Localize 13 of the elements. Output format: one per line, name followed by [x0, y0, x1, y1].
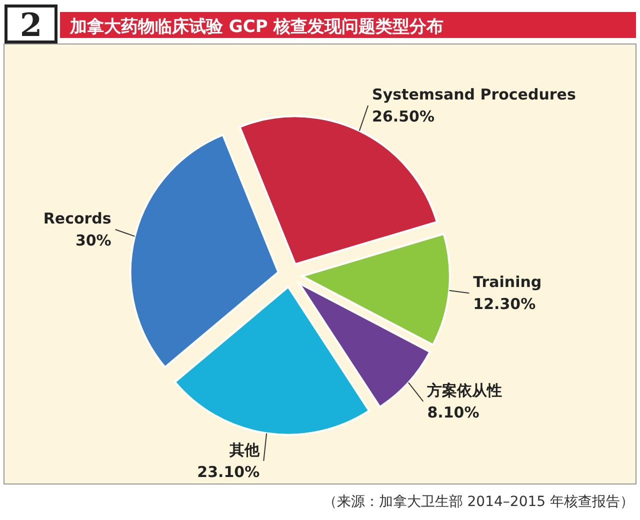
text: （来源：加拿大卫生部 2014–2015 年核查报告）	[322, 494, 634, 510]
slice-label: Training	[473, 273, 542, 292]
data-label: 26.50%	[372, 108, 435, 126]
data-label: 8.10%	[427, 403, 480, 422]
chart-title: 加拿大药物临床试验 GCP 核查发现问题类型分布	[69, 17, 444, 37]
data-label: 23.10%	[197, 462, 260, 481]
slice-label: 其他	[228, 440, 261, 459]
data-label: 12.30%	[473, 295, 536, 314]
slice-label: Systemsand Procedures	[372, 86, 576, 104]
data-label: 30%	[75, 232, 112, 250]
slice-label: 方案依从性	[426, 381, 502, 400]
text: 2	[20, 6, 42, 44]
slice-label: Records	[43, 210, 112, 228]
